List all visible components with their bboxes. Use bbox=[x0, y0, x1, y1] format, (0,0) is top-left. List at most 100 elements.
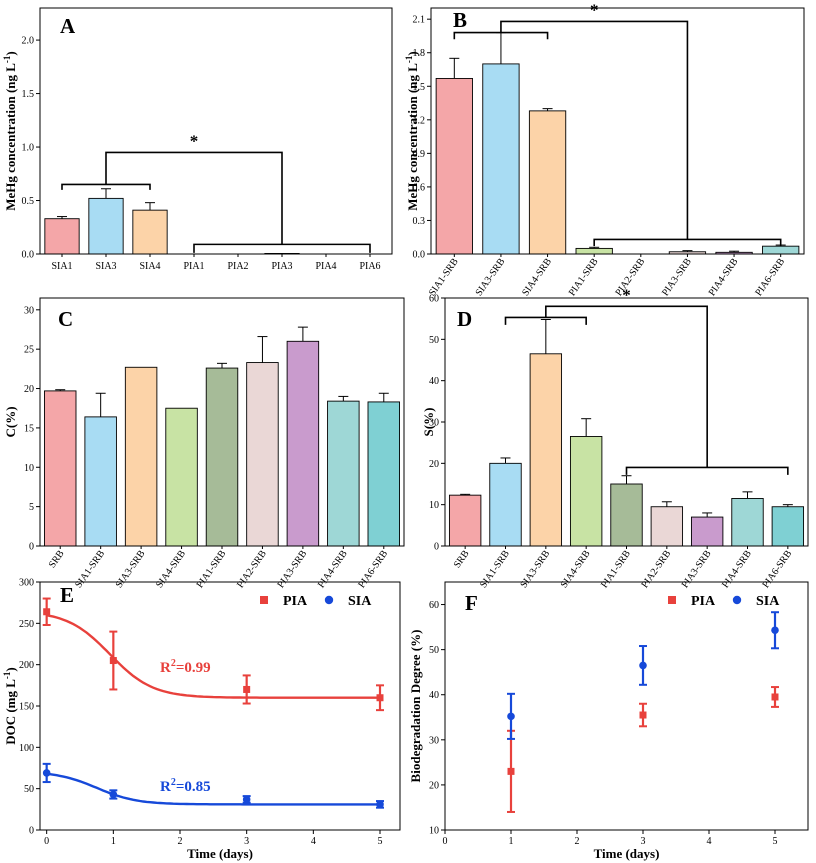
bar-PIA4-SRB bbox=[327, 400, 360, 547]
category-label: SRB bbox=[47, 548, 67, 570]
bar-PIA1-SRB bbox=[205, 367, 239, 547]
y-axis-title-close: ) bbox=[3, 667, 18, 671]
bar-SIA1-SRB bbox=[435, 77, 473, 255]
r2-label-PIA: R2=0.99 bbox=[160, 658, 211, 676]
point-PIA bbox=[771, 693, 779, 701]
x-tick-label: 2 bbox=[575, 836, 580, 847]
bar-SIA4-SRB bbox=[165, 407, 198, 547]
category-label: PIA4-SRB bbox=[707, 256, 741, 298]
legend-marker-SIA bbox=[324, 595, 334, 605]
point-PIA bbox=[507, 767, 515, 775]
bar-SIA1 bbox=[44, 218, 80, 255]
y-tick-label: 40 bbox=[429, 690, 439, 701]
category-label: SIA1-SRB bbox=[73, 548, 107, 590]
panel-E: 0 1 2 3 4 5050100150200250300R2=0.99R2=0.85PI… bbox=[2, 578, 401, 861]
legend-label-SIA: SIA bbox=[756, 594, 780, 609]
bar-SIA4-SRB bbox=[528, 110, 567, 255]
category-label: PIA1-SRB bbox=[599, 548, 633, 590]
point-PIA bbox=[639, 711, 647, 719]
panel-label: A bbox=[60, 14, 76, 38]
y-axis-title: DOC (mg L-1) bbox=[2, 667, 18, 745]
legend-marker-SIA bbox=[732, 595, 742, 605]
significance-star: * bbox=[190, 131, 199, 150]
bar-PIA6-SRB bbox=[771, 506, 805, 547]
y-axis-title-superscript: -1 bbox=[404, 55, 414, 63]
y-tick-label: 200 bbox=[19, 660, 34, 671]
category-label: SIA3-SRB bbox=[114, 548, 148, 590]
significance-bracket bbox=[593, 238, 782, 247]
y-tick-label: 1.0 bbox=[22, 143, 35, 154]
y-tick-label: 150 bbox=[19, 702, 34, 713]
category-label: SRB bbox=[452, 548, 472, 570]
category-label: PIA3 bbox=[271, 261, 292, 272]
x-tick-label: 5 bbox=[378, 836, 383, 847]
y-axis-title-superscript: -1 bbox=[2, 55, 12, 63]
point-SIA bbox=[42, 769, 51, 777]
bar-PIA6-SRB bbox=[762, 245, 800, 255]
y-axis-title-main: MeHg concentration (ng L bbox=[3, 63, 18, 211]
y-axis-title-main: S(%) bbox=[421, 408, 436, 437]
r2-value: =0.99 bbox=[176, 660, 211, 676]
panel-label: D bbox=[457, 307, 472, 331]
category-label: PIA3-SRB bbox=[680, 548, 714, 590]
r2-label-SIA: R2=0.85 bbox=[160, 777, 211, 795]
y-axis-title-main: C(%) bbox=[3, 406, 18, 437]
category-label: SIA4-SRB bbox=[559, 548, 593, 590]
y-tick-label: 20 bbox=[429, 780, 439, 791]
y-axis-title-superscript: -1 bbox=[2, 671, 12, 679]
y-tick-label: 0 bbox=[434, 542, 439, 553]
x-tick-label: 0 bbox=[44, 836, 49, 847]
bar-SIA4 bbox=[132, 209, 168, 255]
category-label: PIA4 bbox=[315, 261, 336, 272]
x-tick-label: 1 bbox=[111, 836, 116, 847]
significance-connector bbox=[105, 151, 283, 245]
bar-PIA6-SRB bbox=[367, 401, 401, 547]
category-label: SIA4 bbox=[139, 261, 160, 272]
y-tick-label: 50 bbox=[24, 784, 34, 795]
bar-PIA4-SRB bbox=[731, 498, 764, 547]
significance-star: * bbox=[622, 285, 631, 304]
y-tick-label: 0.6 bbox=[413, 182, 426, 193]
significance-bracket bbox=[193, 243, 371, 253]
point-PIA bbox=[43, 608, 51, 616]
y-axis-title: S(%) bbox=[421, 408, 436, 437]
category-label: SIA3-SRB bbox=[518, 548, 552, 590]
y-axis-title-close: ) bbox=[3, 51, 18, 55]
y-tick-label: 30 bbox=[429, 418, 439, 429]
x-tick-label: 2 bbox=[178, 836, 183, 847]
significance-bracket bbox=[504, 316, 587, 325]
r2-symbol: R bbox=[160, 660, 171, 676]
y-tick-label: 50 bbox=[429, 645, 439, 656]
y-axis-title: MeHg concentration (ng L-1) bbox=[2, 51, 18, 211]
category-label: SIA1-SRB bbox=[478, 548, 512, 590]
fit-curve-SIA bbox=[46, 772, 380, 806]
legend: PIA SIA bbox=[260, 594, 372, 609]
legend-label-SIA: SIA bbox=[348, 594, 372, 609]
legend-label-PIA: PIA bbox=[691, 594, 716, 609]
bar-PIA3-SRB bbox=[286, 340, 320, 547]
y-tick-label: 5 bbox=[29, 502, 34, 513]
bar-PIA1-SRB bbox=[575, 247, 613, 255]
category-label: SIA4-SRB bbox=[520, 256, 554, 298]
y-tick-label: 40 bbox=[429, 376, 439, 387]
y-axis-title-main: Biodegradation Degree (%) bbox=[408, 630, 423, 783]
significance-connector bbox=[500, 20, 689, 240]
r2-exponent: 2 bbox=[171, 658, 176, 669]
point-SIA bbox=[507, 712, 515, 721]
category-label: PIA6-SRB bbox=[760, 548, 794, 590]
x-tick-label: 1 bbox=[509, 836, 514, 847]
bar-SIA1-SRB bbox=[489, 462, 522, 547]
point-PIA bbox=[109, 657, 117, 665]
y-tick-label: 0 bbox=[29, 542, 34, 553]
panel-A: 0.0 0.5 1.0 1.5 2.0 SIA1 SIA3 SIA4 PIA1 PIA2 PIA3 P… bbox=[2, 7, 393, 272]
category-label: SIA1 bbox=[51, 261, 72, 272]
category-label: PIA6-SRB bbox=[356, 548, 390, 590]
category-label: PIA1 bbox=[183, 261, 204, 272]
panel-label: C bbox=[58, 307, 73, 331]
panel-B: 0.0 0.3 0.6 0.9 1.2 1.5 1.8 2.1 SIA1-SRB SIA3-SRB… bbox=[404, 0, 805, 298]
y-axis-title-main: MeHg concentration (ng L bbox=[405, 63, 420, 211]
x-tick-label: 3 bbox=[244, 836, 249, 847]
category-label: PIA2-SRB bbox=[639, 548, 673, 590]
x-tick-label: 3 bbox=[641, 836, 646, 847]
